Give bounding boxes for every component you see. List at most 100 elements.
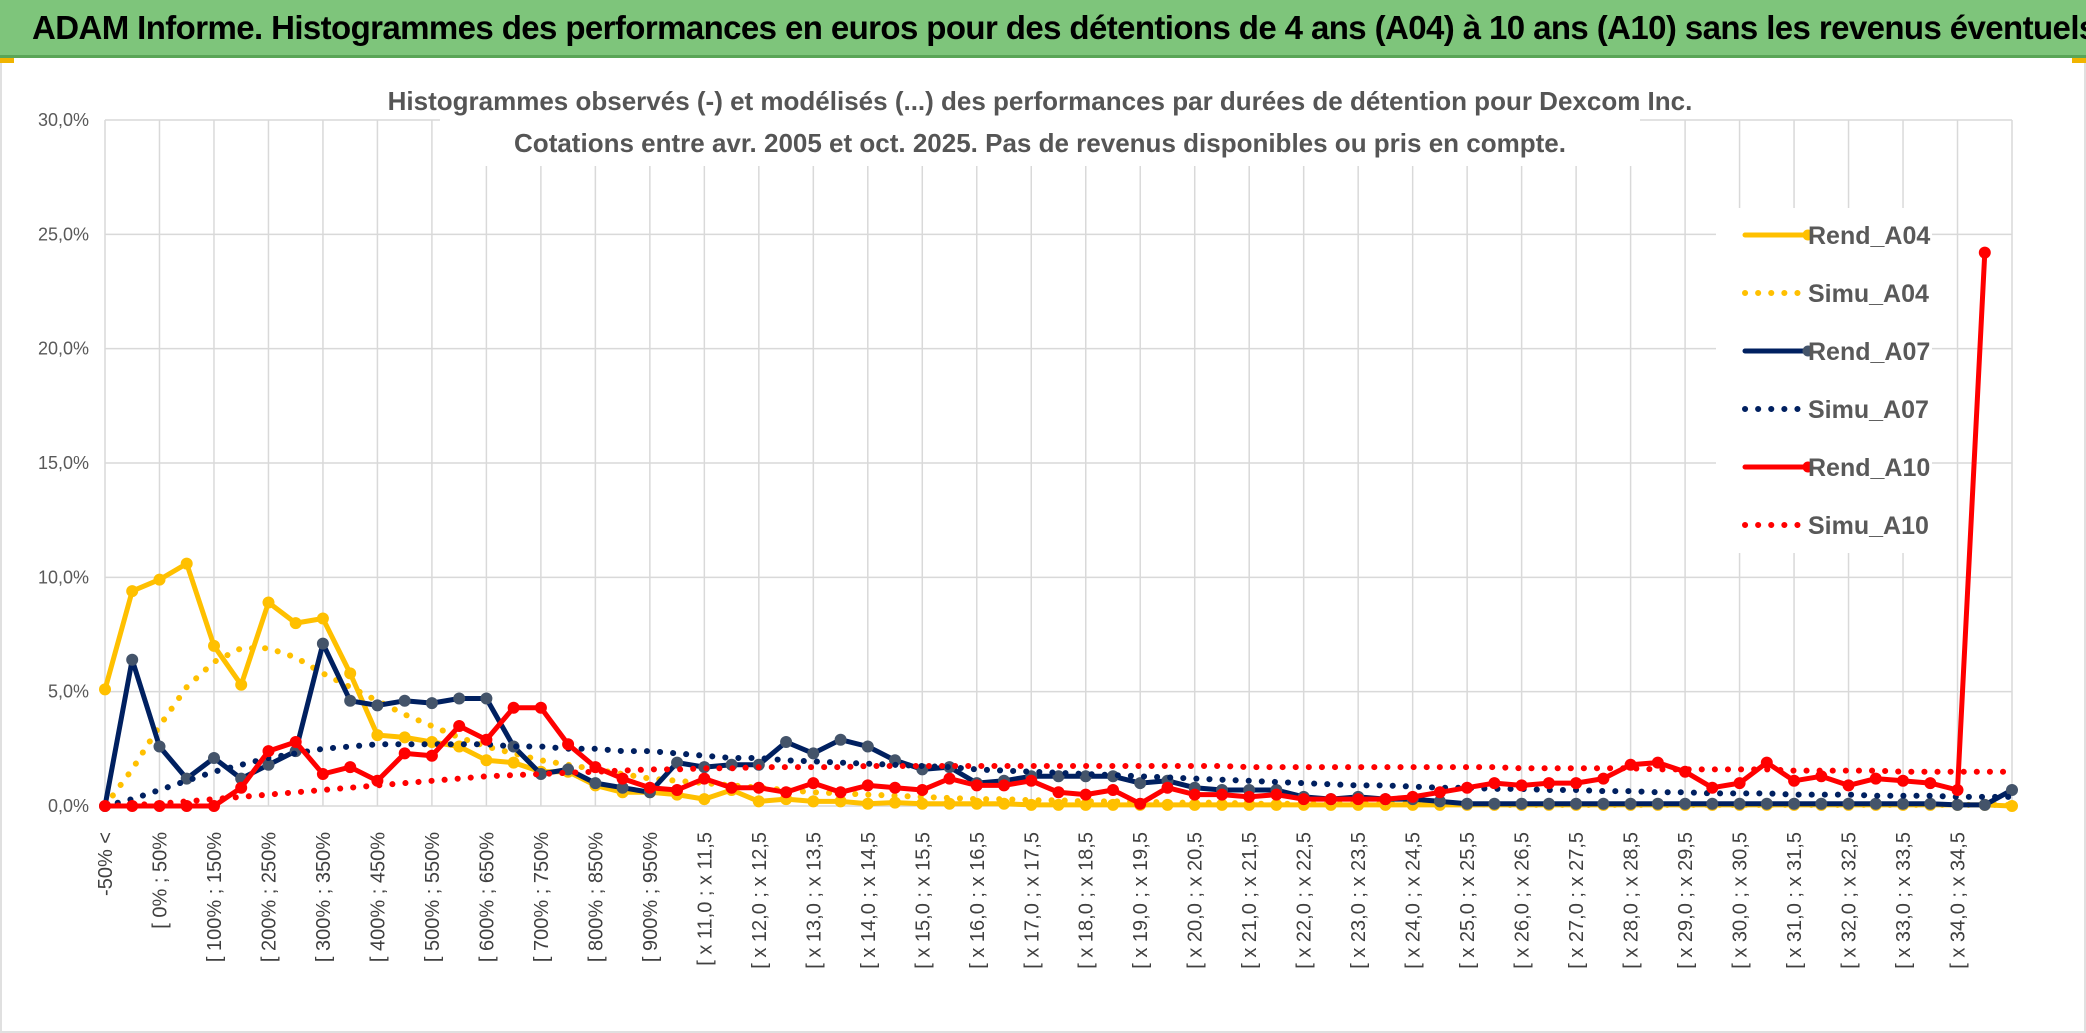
data-point-rend_a07 (1760, 797, 1773, 810)
data-point-rend_a04 (153, 573, 166, 586)
data-point-rend_a10 (1216, 788, 1228, 801)
x-tick-label: [ x 33,0 ; x 33,5 (1893, 832, 1915, 969)
x-tick-label: [ 300% ; 350% (313, 832, 335, 962)
legend-marker-rend_a10 (1802, 461, 1814, 473)
data-point-rend_a10 (1488, 777, 1501, 790)
data-point-rend_a04 (1025, 798, 1038, 811)
data-point-rend_a10 (916, 784, 929, 796)
x-tick-label: [ x 15,0 ; x 15,5 (912, 832, 934, 969)
data-point-rend_a10 (943, 772, 956, 785)
data-point-rend_a07 (1706, 797, 1719, 810)
data-point-rend_a07 (834, 733, 847, 746)
data-point-rend_a07 (1842, 797, 1855, 810)
data-point-rend_a07 (425, 697, 438, 710)
data-point-rend_a04 (289, 617, 302, 630)
data-point-rend_a07 (1488, 797, 1501, 810)
data-point-rend_a10 (643, 781, 656, 794)
report-banner: ADAM Informe. Histogrammes des performan… (0, 0, 2086, 58)
x-tick-label: -50% < (95, 832, 117, 896)
chart-legend: Rend_A04 Simu_A04 Rend_A07 Simu_A07 Rend_A10… (1742, 222, 1930, 540)
data-point-rend_a10 (562, 738, 575, 751)
data-point-rend_a10 (1842, 779, 1855, 792)
data-point-rend_a10 (1406, 790, 1419, 803)
data-point-rend_a10 (1542, 777, 1555, 790)
x-axis: -50% < [ 0% ; 50% [ 100% ; 150% [ 200% ; 25… (95, 832, 1970, 969)
data-point-rend_a10 (889, 781, 901, 794)
data-point-rend_a10 (1897, 774, 1909, 787)
data-point-rend_a07 (1570, 797, 1583, 810)
data-point-rend_a10 (398, 747, 411, 760)
data-point-rend_a07 (1542, 797, 1555, 810)
data-point-rend_a10 (316, 768, 329, 780)
data-point-rend_a07 (780, 736, 793, 748)
data-point-rend_a04 (480, 754, 493, 767)
data-point-rend_a04 (698, 793, 711, 806)
y-tick-label: 0,0% (48, 796, 89, 816)
data-point-rend_a04 (262, 596, 275, 609)
data-point-rend_a10 (534, 701, 547, 714)
data-point-rend_a10 (1978, 246, 1991, 259)
data-point-rend_a07 (1651, 797, 1664, 810)
data-point-rend_a07 (316, 637, 329, 650)
data-point-rend_a10 (507, 701, 520, 714)
x-tick-label: [ x 11,0 ; x 11,5 (694, 832, 716, 966)
data-point-rend_a10 (1733, 777, 1746, 790)
corner-mark-left (0, 58, 14, 63)
chart-title-background (440, 80, 1640, 166)
data-point-rend_a07 (2006, 784, 2018, 796)
x-tick-label: [ 500% ; 550% (422, 832, 444, 962)
data-point-rend_a10 (1052, 786, 1065, 799)
data-point-rend_a04 (208, 639, 220, 652)
data-point-rend_a10 (834, 786, 847, 799)
data-point-rend_a10 (589, 761, 602, 774)
data-point-rend_a10 (1951, 784, 1964, 796)
data-point-rend_a10 (1352, 793, 1365, 806)
x-tick-label: [ x 19,0 ; x 19,5 (1130, 832, 1152, 969)
data-point-rend_a10 (289, 736, 302, 748)
x-tick-label: [ x 13,0 ; x 13,5 (803, 832, 825, 969)
chart-subtitle: Cotations entre avr. 2005 et oct. 2025. … (514, 128, 1566, 158)
data-point-rend_a07 (480, 692, 493, 705)
x-tick-label: [ x 32,0 ; x 32,5 (1839, 832, 1861, 969)
data-point-rend_a04 (752, 795, 765, 808)
chart-series (99, 246, 2018, 812)
data-point-rend_a07 (1951, 798, 1964, 811)
x-tick-label: [ x 34,0 ; x 34,5 (1948, 832, 1970, 969)
data-point-rend_a04 (344, 667, 357, 680)
legend-label-rend_a07: Rend_A07 (1808, 338, 1930, 366)
y-tick-label: 30,0% (38, 110, 89, 130)
series-line-simu_a07 (102, 741, 2015, 809)
x-tick-label: [ x 24,0 ; x 24,5 (1403, 832, 1425, 969)
data-point-rend_a10 (861, 779, 874, 792)
data-point-rend_a10 (1515, 779, 1528, 792)
x-tick-label: [ 600% ; 650% (476, 832, 498, 962)
x-tick-label: [ x 20,0 ; x 20,5 (1185, 832, 1207, 969)
data-point-rend_a07 (1733, 797, 1746, 810)
data-point-rend_a04 (889, 796, 901, 809)
data-point-rend_a10 (1379, 793, 1392, 806)
data-point-rend_a04 (916, 797, 929, 810)
x-tick-label: [ x 18,0 ; x 18,5 (1076, 832, 1098, 969)
data-point-rend_a07 (1897, 797, 1909, 810)
x-tick-label: [ x 25,0 ; x 25,5 (1457, 832, 1479, 969)
data-point-rend_a10 (807, 777, 820, 790)
data-point-rend_a07 (453, 692, 466, 705)
data-point-rend_a07 (589, 777, 602, 790)
y-tick-label: 15,0% (38, 453, 89, 473)
data-point-rend_a10 (1869, 772, 1882, 785)
data-point-rend_a10 (780, 786, 793, 799)
data-point-rend_a10 (453, 720, 466, 732)
data-point-rend_a10 (1461, 781, 1474, 794)
x-tick-label: [ x 29,0 ; x 29,5 (1675, 832, 1697, 969)
x-tick-label: [ x 17,0 ; x 17,5 (1021, 832, 1043, 969)
data-point-rend_a07 (371, 699, 384, 712)
data-point-rend_a07 (1461, 797, 1474, 810)
data-point-rend_a10 (752, 781, 765, 794)
series-line-simu_a10 (102, 763, 2015, 809)
x-tick-label: [ 0% ; 50% (149, 832, 171, 929)
data-point-rend_a07 (1515, 797, 1528, 810)
y-tick-label: 10,0% (38, 567, 89, 587)
data-point-rend_a10 (1107, 784, 1119, 796)
data-point-rend_a10 (1624, 758, 1637, 771)
data-point-rend_a10 (480, 733, 493, 746)
